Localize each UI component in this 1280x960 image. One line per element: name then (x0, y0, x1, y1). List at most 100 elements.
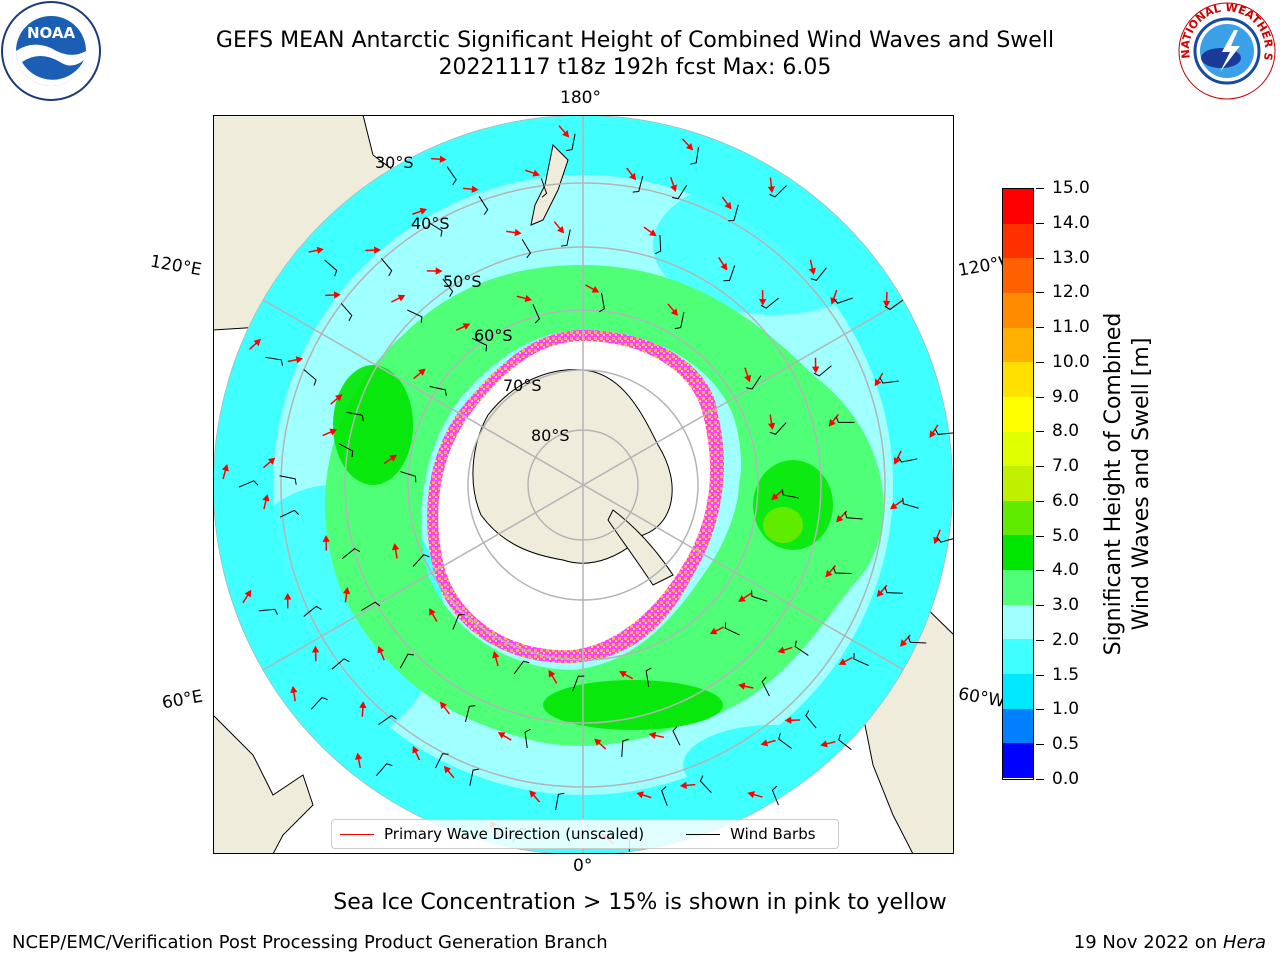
wind-barb (471, 337, 488, 352)
wind-barb (324, 259, 338, 277)
wind-barb (632, 175, 644, 193)
wind-barb (442, 278, 454, 297)
wave-arrow-head (333, 291, 341, 299)
wind-barb (407, 309, 423, 323)
colorbar-tick (1036, 500, 1044, 502)
wave-arrow-head (377, 645, 385, 654)
wave-arrow-head (648, 731, 657, 739)
legend-swatch-wave-direction (340, 833, 374, 835)
colorbar-tick-label: 1.5 (1052, 664, 1080, 685)
polar-map: 30°S 40°S 50°S 60°S 70°S 80°S (213, 115, 954, 854)
wave-arrow-head (784, 716, 792, 724)
wave-arrow-head (893, 457, 901, 465)
wind-barb (690, 146, 700, 165)
wind-barb (781, 489, 800, 499)
colorbar-tick-label: 11.0 (1052, 317, 1090, 338)
wind-barb (566, 133, 576, 152)
colorbar-tick-label: 0.5 (1052, 734, 1080, 755)
colorbar-tick (1036, 466, 1044, 468)
wind-barb (853, 652, 869, 666)
lat-label-70s: 70°S (503, 376, 542, 395)
colorbar-segment (1003, 223, 1033, 259)
colorbar-title-line1: Significant Height of Combined (1101, 312, 1126, 656)
colorbar-segment (1003, 327, 1033, 363)
wave-arrow-head (685, 142, 694, 151)
colorbar-segment (1003, 639, 1033, 675)
wind-barb (884, 299, 904, 311)
colorbar-segment (1003, 500, 1033, 536)
wave-arrow-head (462, 323, 471, 330)
wave-arrow-head (284, 592, 292, 600)
wave-arrow-head (629, 172, 637, 181)
wind-barb (303, 605, 322, 617)
colorbar-tick-label: 0.0 (1052, 769, 1080, 789)
colorbar-tick (1036, 535, 1044, 537)
wave-arrow-head (253, 338, 262, 347)
colorbar-tick (1036, 327, 1044, 329)
lat-label-50s: 50°S (443, 272, 482, 291)
wind-barb (555, 792, 565, 811)
wave-arrow-head (334, 394, 343, 402)
colorbar-segment (1003, 292, 1033, 328)
credit-date-text: 19 Nov 2022 on (1073, 932, 1223, 953)
wind-barb (751, 590, 768, 602)
wind-barb (728, 204, 739, 222)
wave-arrow-head (889, 502, 898, 510)
colorbar-segment (1003, 674, 1033, 709)
wind-barb (897, 456, 918, 463)
noaa-logo: NOAA (0, 0, 102, 102)
wave-arrow-head (244, 589, 252, 598)
legend-swatch-wind-barbs (686, 833, 721, 835)
lon-label-60w: 60°W (956, 684, 1007, 712)
wave-arrow-head (709, 627, 718, 635)
wave-arrow-head (619, 671, 627, 678)
wave-arrow-head (295, 356, 304, 364)
wind-barb (723, 265, 736, 282)
wind-barb (907, 636, 927, 644)
colorbar-tick (1036, 744, 1044, 746)
wind-barb (513, 660, 530, 675)
colorbar-segment (1003, 189, 1033, 224)
wind-barb (838, 734, 852, 751)
wind-barb (879, 377, 899, 384)
wave-arrow-head (514, 228, 522, 237)
wave-arrow-head (933, 536, 941, 545)
colorbar-segment (1003, 570, 1033, 605)
colorbar-tick-label: 13.0 (1052, 247, 1090, 268)
wind-barb (560, 229, 571, 247)
wave-arrow-head (419, 207, 428, 215)
wind-barb (521, 239, 532, 259)
colorbar-title: Significant Height of Combined Wind Wave… (1100, 274, 1156, 694)
antarctica-land (472, 369, 673, 564)
colorbar-tick (1036, 257, 1044, 259)
nws-logo: NATIONAL WEATHER SERVICE (1172, 0, 1278, 102)
wind-barb (645, 667, 652, 687)
wave-arrow-head (562, 130, 570, 138)
wind-barb (340, 303, 353, 321)
wind-barb (672, 726, 681, 746)
wave-arrow-head (738, 682, 746, 690)
map-legend: Primary Wave Direction (unscaled) Wind B… (331, 819, 839, 849)
wave-arrow-head (767, 186, 776, 194)
colorbar-tick-label: 3.0 (1052, 595, 1080, 616)
wave-arrow-head (267, 457, 276, 465)
wave-arrow-head (290, 685, 298, 694)
wave-arrow-head (471, 185, 479, 193)
wind-barb (761, 676, 770, 697)
wind-barb (934, 428, 954, 435)
colorbar-segment (1003, 708, 1033, 744)
wind-barb (435, 753, 449, 769)
wind-barb (452, 614, 465, 630)
wind-barb (532, 304, 540, 324)
wind-barb (655, 235, 662, 254)
wave-arrow-head (929, 430, 937, 438)
wind-barb (884, 586, 903, 594)
lon-label-0: 0° (573, 856, 593, 876)
wave-arrow-head (744, 374, 752, 383)
wind-barb (724, 622, 740, 636)
wind-barb (760, 297, 779, 309)
wave-arrow-head (636, 791, 644, 799)
wave-arrow-head (492, 651, 500, 659)
colorbar-tick (1036, 674, 1044, 676)
wind-barb (303, 369, 317, 386)
